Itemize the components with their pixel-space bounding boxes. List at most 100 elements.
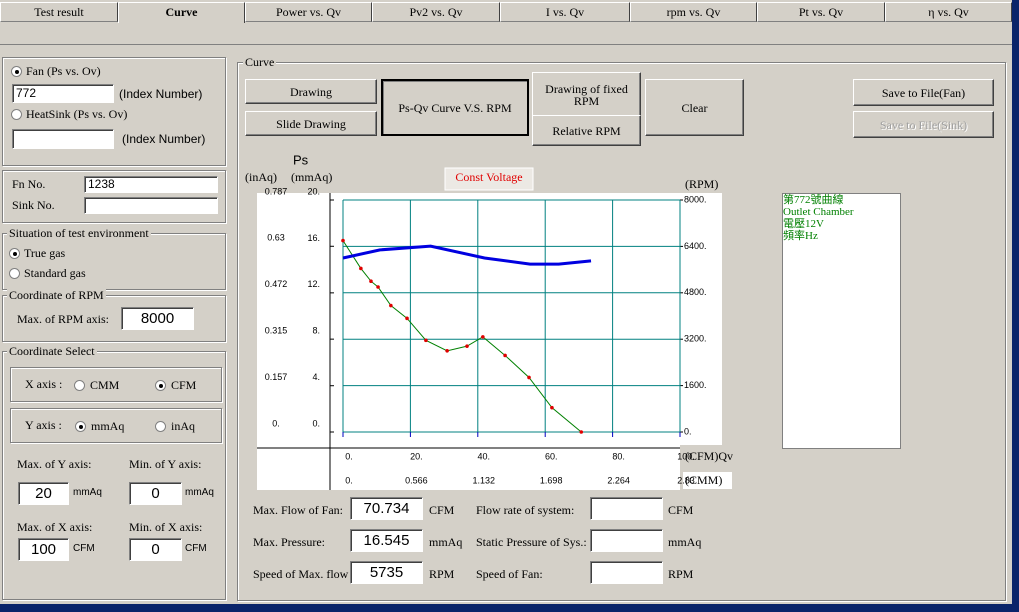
radio[interactable] xyxy=(155,380,166,391)
button[interactable]: Drawing xyxy=(245,79,377,104)
point xyxy=(481,335,485,339)
text-input[interactable]: 8000 xyxy=(121,307,194,330)
button[interactable]: Slide Drawing xyxy=(245,111,377,136)
group-title: Situation of test environment xyxy=(7,226,151,241)
frame-edge xyxy=(1012,0,1019,612)
number-group xyxy=(2,170,226,223)
label: X axis : xyxy=(25,377,63,391)
frame-edge xyxy=(0,604,1019,612)
x-tick-label: 80. xyxy=(612,451,625,461)
label: Min. of X axis: xyxy=(129,520,203,534)
label: Max. Pressure: xyxy=(253,535,325,549)
radio[interactable] xyxy=(11,109,22,120)
tab[interactable]: η vs. Qv xyxy=(885,2,1012,22)
info-line: 電壓12V xyxy=(783,218,824,230)
group-title: Coordinate of RPM xyxy=(7,288,106,303)
unit: mmAq xyxy=(668,535,702,549)
label: Y axis : xyxy=(25,418,62,432)
label: Static Pressure of Sys.: xyxy=(476,535,587,549)
info-line: Outlet Chamber xyxy=(783,206,854,218)
radio[interactable] xyxy=(74,380,85,391)
label: Max. of Y axis: xyxy=(17,457,92,471)
info-line: 第772號曲線 xyxy=(783,194,844,206)
y-tick-label: 4. xyxy=(312,372,320,382)
x2-tick-label: 2.264 xyxy=(607,475,630,485)
axis-unit: (RPM) xyxy=(685,177,718,191)
annotation: Const Voltage xyxy=(455,170,522,184)
radio-label: HeatSink (Ps vs. Ov) xyxy=(26,107,128,121)
radio-label: Standard gas xyxy=(24,266,86,280)
tab[interactable]: Pv2 vs. Qv xyxy=(372,2,500,22)
text-output xyxy=(590,561,663,584)
x2-tick-label: 1.132 xyxy=(473,475,496,485)
y2-tick-label: 0.787 xyxy=(265,186,288,196)
label: Max. of X axis: xyxy=(17,520,93,534)
radio-label: inAq xyxy=(171,419,195,433)
radio[interactable] xyxy=(9,268,20,279)
point xyxy=(359,266,363,271)
point xyxy=(389,303,393,308)
axis-title: (CMM) xyxy=(685,473,722,487)
cmm-label-bg xyxy=(683,472,732,489)
radio-label: CFM xyxy=(171,378,197,392)
unit: CFM xyxy=(668,503,694,517)
x-tick-label: 20. xyxy=(410,451,423,461)
group-title: Coordinate Select xyxy=(7,344,97,359)
info-box: 第772號曲線 Outlet Chamber 電壓12V 頻率Hz xyxy=(782,193,901,449)
rpm-axis-bg xyxy=(680,193,722,445)
y2-tick-label: 0. xyxy=(272,418,280,428)
point xyxy=(369,279,373,284)
text-input[interactable]: 0 xyxy=(129,482,182,505)
radio[interactable] xyxy=(155,421,166,432)
x-tick-label: 40. xyxy=(478,451,491,461)
radio-label: mmAq xyxy=(91,419,125,433)
text-input[interactable] xyxy=(84,197,218,214)
label: Speed of Fan: xyxy=(476,567,543,581)
unit: RPM xyxy=(668,567,694,581)
button[interactable]: Drawing of fixed RPM xyxy=(532,72,641,117)
radio[interactable] xyxy=(75,421,86,432)
text-input[interactable]: 0 xyxy=(129,538,182,561)
button[interactable]: Save to File(Fan) xyxy=(853,79,994,106)
label: Sink No. xyxy=(12,198,55,212)
text-output xyxy=(590,529,663,552)
point xyxy=(424,338,428,343)
text-input[interactable]: 1238 xyxy=(84,176,218,193)
radio[interactable] xyxy=(11,66,22,77)
text-input[interactable]: 100 xyxy=(18,538,69,561)
y2-tick-label: 0.63 xyxy=(267,233,285,243)
tab[interactable]: rpm vs. Qv xyxy=(630,2,757,22)
x-tick-label: 60. xyxy=(545,451,558,461)
radio[interactable] xyxy=(9,248,20,259)
point xyxy=(376,285,380,289)
unit: CFM xyxy=(185,543,207,554)
text-input[interactable]: 20 xyxy=(18,482,69,505)
x2-tick-label: 0.566 xyxy=(405,475,428,485)
y-tick-label: 0. xyxy=(312,418,320,428)
radio-label: True gas xyxy=(24,246,66,260)
series-line xyxy=(342,244,592,266)
text-input[interactable]: 772 xyxy=(12,84,114,103)
button[interactable]: Clear xyxy=(645,79,744,136)
tab[interactable]: Power vs. Qv xyxy=(245,2,372,22)
text-input[interactable] xyxy=(12,129,114,149)
curve-group xyxy=(237,62,1006,601)
y-tick-label: 20. xyxy=(307,186,320,196)
annotation-box xyxy=(444,167,534,191)
tab[interactable]: Pt vs. Qv xyxy=(757,2,885,22)
axis-title: (CFM)Qv xyxy=(685,449,733,463)
button[interactable]: Relative RPM xyxy=(532,115,641,146)
label: Flow rate of system: xyxy=(476,503,575,517)
y2-tick-label: 0.472 xyxy=(265,279,288,289)
text-output: 5735 xyxy=(350,561,423,584)
text-output: 70.734 xyxy=(350,497,423,520)
point xyxy=(527,375,531,380)
tab[interactable]: Test result xyxy=(0,2,118,22)
y-axis-box xyxy=(10,408,222,443)
button[interactable]: Ps-Qv Curve V.S. RPM xyxy=(381,79,529,136)
label: Speed of Max. flow xyxy=(253,567,349,581)
divider xyxy=(0,44,1012,45)
tab[interactable]: Curve xyxy=(118,2,245,23)
unit: CFM xyxy=(73,543,95,554)
tab[interactable]: I vs. Qv xyxy=(500,2,630,22)
